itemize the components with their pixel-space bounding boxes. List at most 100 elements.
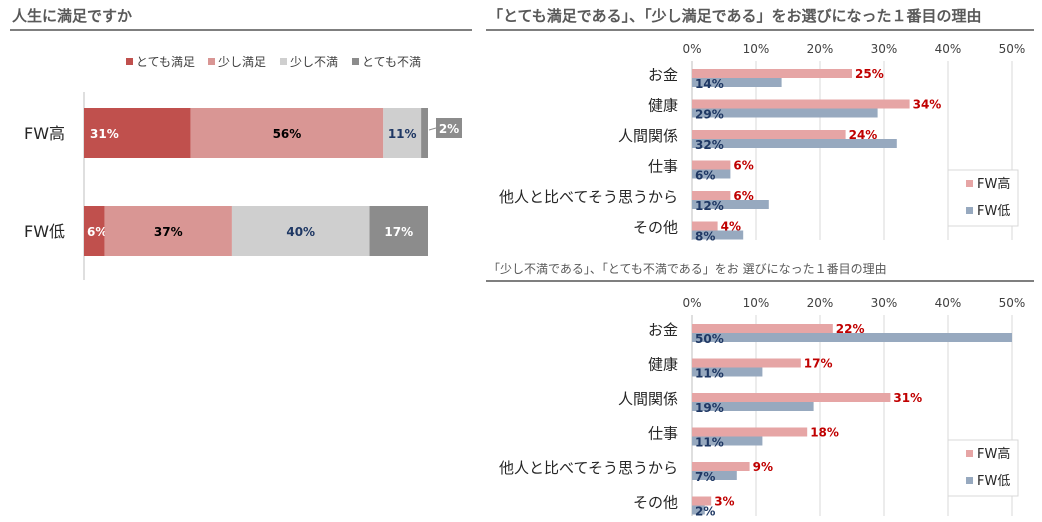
value-label-2-0: 31% bbox=[893, 391, 922, 405]
tick-label-5: 50% bbox=[999, 296, 1026, 310]
value-label-1-1: 37% bbox=[154, 225, 183, 239]
value-label-1-0: 34% bbox=[913, 98, 942, 112]
tick-label-2: 20% bbox=[807, 296, 834, 310]
category-label-2: 人間関係 bbox=[618, 390, 678, 408]
tick-label-0: 0% bbox=[682, 42, 701, 56]
bar-segment-0-0 bbox=[84, 108, 191, 158]
bar-0-0 bbox=[692, 69, 852, 78]
bar-4-0 bbox=[692, 191, 731, 200]
bar-5-0 bbox=[692, 496, 712, 506]
value-label-1-0: 6% bbox=[87, 225, 107, 239]
chart1-title: 人生に満足ですか bbox=[12, 7, 133, 25]
bar-3-1 bbox=[692, 169, 731, 179]
tick-label-2: 20% bbox=[807, 42, 834, 56]
legend-label-2: 少し不満 bbox=[290, 55, 338, 69]
bar-segment-0-3 bbox=[421, 108, 428, 158]
value-label-0-1: 50% bbox=[695, 332, 724, 346]
value-label-5-0: 4% bbox=[721, 220, 741, 234]
bar-segment-1-0 bbox=[84, 206, 105, 256]
category-label-5: その他 bbox=[633, 494, 678, 512]
value-label-3-0: 18% bbox=[810, 426, 839, 440]
bar-2-1 bbox=[692, 139, 897, 148]
value-label-5-1: 8% bbox=[695, 230, 715, 244]
bar-2-1 bbox=[692, 402, 814, 411]
legend-swatch-1 bbox=[966, 207, 973, 214]
value-label-0-1: 56% bbox=[273, 127, 302, 141]
value-label-2-1: 19% bbox=[695, 401, 724, 415]
legend-label-1: 少し満足 bbox=[218, 55, 266, 69]
tick-label-4: 40% bbox=[935, 42, 962, 56]
chart1-title-rule bbox=[10, 29, 472, 31]
bar-5-0 bbox=[692, 221, 718, 231]
value-label-0-1: 14% bbox=[695, 77, 724, 91]
bar-0-0 bbox=[692, 324, 833, 333]
value-label-0-0: 31% bbox=[90, 127, 119, 141]
bar-segment-0-1 bbox=[190, 108, 384, 158]
value-label-5-0: 3% bbox=[714, 495, 734, 509]
category-label-2: 人間関係 bbox=[618, 127, 678, 145]
bar-0-1 bbox=[692, 333, 1012, 342]
bar-3-1 bbox=[692, 436, 763, 446]
value-label-1-3: 17% bbox=[384, 225, 413, 239]
value-label-0-0: 22% bbox=[836, 322, 865, 336]
category-label-1: FW低 bbox=[24, 222, 65, 241]
chart3-title: 「少し不満である」、「とても不満である」をお 選びになった１番目の理由 bbox=[488, 262, 887, 276]
category-label-3: 仕事 bbox=[648, 425, 678, 443]
value-label-0-2: 11% bbox=[388, 127, 417, 141]
category-label-4: 他人と比べてそう思うから bbox=[499, 459, 678, 477]
tick-label-3: 30% bbox=[871, 296, 898, 310]
callout-box bbox=[436, 118, 462, 138]
bar-3-0 bbox=[692, 160, 731, 170]
bar-4-1 bbox=[692, 200, 769, 209]
legend-swatch-2 bbox=[280, 58, 287, 65]
tick-label-0: 0% bbox=[682, 296, 701, 310]
legend-label-1: FW低 bbox=[977, 204, 1010, 219]
callout-leader bbox=[428, 127, 437, 131]
tick-label-4: 40% bbox=[935, 296, 962, 310]
chart3-title-rule bbox=[486, 280, 1034, 282]
category-label-0: FW高 bbox=[24, 124, 65, 143]
value-label-1-0: 17% bbox=[804, 357, 833, 371]
tick-label-5: 50% bbox=[999, 42, 1026, 56]
category-label-4: 他人と比べてそう思うから bbox=[499, 188, 678, 206]
value-label-3-1: 11% bbox=[695, 436, 724, 450]
bar-2-0 bbox=[692, 393, 891, 402]
category-label-5: その他 bbox=[633, 219, 678, 237]
bar-segment-0-2 bbox=[383, 108, 422, 158]
legend-swatch-1 bbox=[966, 477, 973, 484]
bar-1-0 bbox=[692, 358, 801, 368]
bar-4-1 bbox=[692, 471, 737, 480]
bar-2-0 bbox=[692, 130, 846, 139]
legend-label-0: FW高 bbox=[977, 446, 1010, 462]
chart2-title-rule bbox=[486, 29, 1034, 31]
legend-label-1: FW低 bbox=[977, 474, 1010, 489]
legend-box bbox=[947, 439, 1019, 497]
value-label-1-1: 29% bbox=[695, 108, 724, 122]
category-label-3: 仕事 bbox=[648, 158, 678, 176]
value-label-4-1: 12% bbox=[695, 199, 724, 213]
value-label-1-1: 11% bbox=[695, 367, 724, 381]
legend-swatch-0 bbox=[966, 450, 973, 457]
bar-3-0 bbox=[692, 427, 808, 437]
tick-label-1: 10% bbox=[743, 42, 770, 56]
value-label-2-1: 32% bbox=[695, 138, 724, 152]
value-label-4-0: 9% bbox=[753, 460, 773, 474]
bar-0-1 bbox=[692, 78, 782, 87]
bar-4-0 bbox=[692, 462, 750, 471]
legend-swatch-0 bbox=[966, 180, 973, 187]
bar-segment-1-2 bbox=[231, 206, 370, 256]
tick-label-1: 10% bbox=[743, 296, 770, 310]
bar-1-1 bbox=[692, 108, 878, 118]
value-label-3-0: 6% bbox=[733, 159, 753, 173]
bar-segment-1-3 bbox=[369, 206, 428, 256]
category-label-1: 健康 bbox=[648, 97, 678, 115]
legend-label-0: FW高 bbox=[977, 176, 1010, 192]
bar-5-1 bbox=[692, 505, 705, 515]
value-label-4-1: 7% bbox=[695, 470, 715, 484]
legend-swatch-1 bbox=[208, 58, 215, 65]
category-label-1: 健康 bbox=[648, 356, 678, 374]
